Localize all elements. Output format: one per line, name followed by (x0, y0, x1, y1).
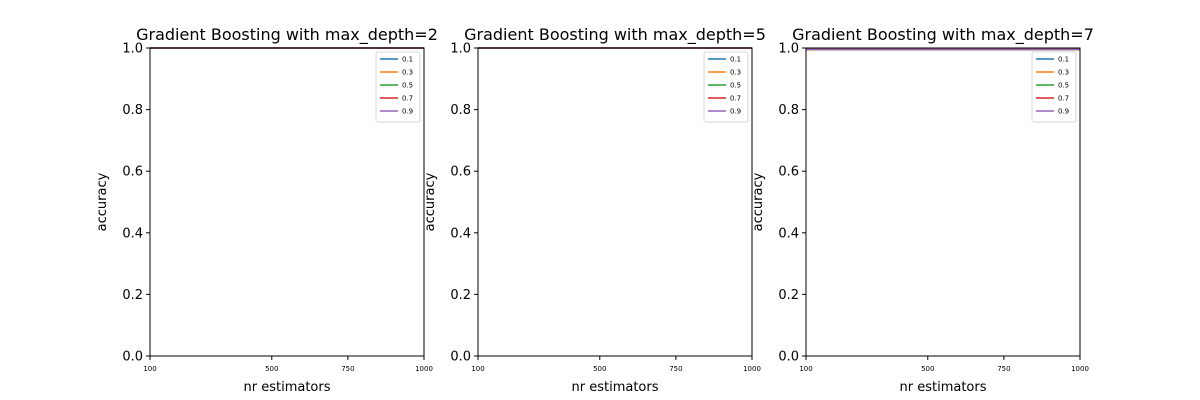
legend-label: 0.5 (730, 82, 741, 90)
x-tick-label: 1000 (1071, 365, 1089, 373)
y-tick-label: 0.8 (122, 103, 143, 118)
x-tick-label: 500 (265, 365, 278, 373)
y-tick-label: 0.8 (450, 103, 471, 118)
chart-title: Gradient Boosting with max_depth=5 (464, 25, 766, 45)
legend-label: 0.3 (1058, 69, 1069, 77)
y-tick-label: 0.6 (450, 165, 471, 180)
legend-label: 0.7 (730, 95, 741, 103)
y-tick-label: 0.2 (778, 288, 799, 303)
y-tick-label: 0.0 (778, 350, 799, 365)
y-tick-label: 0.4 (122, 226, 143, 241)
legend-label: 0.1 (1058, 56, 1069, 64)
subplot-max-depth-2: Gradient Boosting with max_depth=2 0.0 0.2… (95, 25, 438, 395)
y-tick-label: 0.6 (778, 165, 799, 180)
legend-label: 0.9 (730, 108, 741, 116)
legend-label: 0.9 (1058, 108, 1069, 116)
y-tick-label: 0.0 (122, 350, 143, 365)
y-tick-label: 1.0 (778, 42, 799, 57)
axes-frame (477, 47, 753, 357)
chart-title: Gradient Boosting with max_depth=2 (136, 25, 438, 45)
y-axis-label: accuracy (95, 172, 110, 231)
subplot-max-depth-5: Gradient Boosting with max_depth=5 0.0 0.2… (423, 25, 766, 395)
x-axis-label: nr estimators (572, 380, 659, 395)
x-tick-label: 100 (143, 365, 156, 373)
x-axis-label: nr estimators (900, 380, 987, 395)
y-tick-label: 0.6 (122, 165, 143, 180)
legend-label: 0.1 (402, 56, 413, 64)
axes-frame (805, 47, 1081, 357)
y-tick-label: 0.2 (122, 288, 143, 303)
y-tick-label: 0.4 (450, 226, 471, 241)
x-tick-label: 500 (921, 365, 934, 373)
legend-label: 0.5 (402, 82, 413, 90)
legend-label: 0.7 (1058, 95, 1069, 103)
axes-frame (149, 47, 425, 357)
legend-box (1031, 51, 1077, 123)
y-tick-label: 0.2 (450, 288, 471, 303)
legend-label: 0.3 (402, 69, 413, 77)
x-tick-label: 100 (799, 365, 812, 373)
x-tick-label: 750 (341, 365, 354, 373)
x-tick-label: 100 (471, 365, 484, 373)
subplot-max-depth-7: Gradient Boosting with max_depth=7 0.0 0.2… (751, 25, 1094, 395)
legend-label: 0.1 (730, 56, 741, 64)
y-tick-label: 1.0 (450, 42, 471, 57)
legend-label: 0.5 (1058, 82, 1069, 90)
x-tick-label: 500 (593, 365, 606, 373)
legend-label: 0.9 (402, 108, 413, 116)
y-axis-label: accuracy (423, 172, 438, 231)
y-tick-label: 0.4 (778, 226, 799, 241)
x-tick-label: 1000 (743, 365, 761, 373)
x-axis-label: nr estimators (244, 380, 331, 395)
x-tick-label: 750 (669, 365, 682, 373)
x-tick-label: 750 (997, 365, 1010, 373)
chart-title: Gradient Boosting with max_depth=7 (792, 25, 1094, 45)
y-axis-label: accuracy (751, 172, 766, 231)
y-tick-label: 0.0 (450, 350, 471, 365)
y-tick-label: 0.8 (778, 103, 799, 118)
legend-label: 0.7 (402, 95, 413, 103)
legend-box (375, 51, 421, 123)
y-tick-label: 1.0 (122, 42, 143, 57)
legend-box (703, 51, 749, 123)
x-tick-label: 1000 (415, 365, 433, 373)
legend-label: 0.3 (730, 69, 741, 77)
